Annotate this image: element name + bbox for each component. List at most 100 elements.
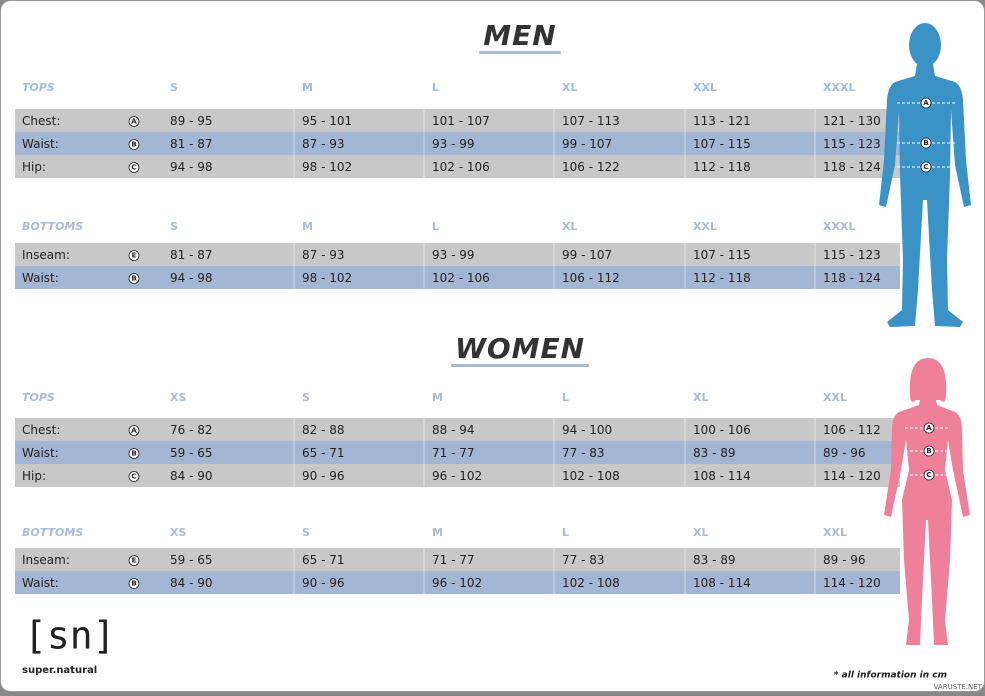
section-title: MEN xyxy=(483,19,556,52)
size-header: XS xyxy=(170,391,186,404)
figure-marker-circle xyxy=(920,161,932,173)
size-value: 115 - 123 xyxy=(823,137,881,151)
figure-marker-letter: C xyxy=(923,163,928,171)
size-value: 84 - 90 xyxy=(170,469,213,483)
size-value: 77 - 83 xyxy=(562,553,605,567)
row-name: Chest: xyxy=(22,423,60,437)
size-value: 106 - 122 xyxy=(562,160,620,174)
size-value: 102 - 106 xyxy=(432,271,490,285)
row-bg xyxy=(15,132,900,155)
figure-marker-letter: B xyxy=(923,139,928,147)
size-value: 89 - 96 xyxy=(823,553,866,567)
man-figure xyxy=(879,23,971,327)
table-label: TOPS xyxy=(22,81,55,94)
size-header: M xyxy=(432,391,443,404)
logo-name: super.natural xyxy=(22,665,97,676)
row-bg xyxy=(15,418,900,441)
size-header: M xyxy=(302,220,313,233)
size-header: XXXL xyxy=(823,220,855,233)
size-header: XXL xyxy=(693,220,717,233)
size-value: 94 - 100 xyxy=(562,423,612,437)
title-underline xyxy=(479,51,561,54)
marker-letter: A xyxy=(131,118,137,126)
size-value: 114 - 120 xyxy=(823,469,881,483)
size-value: 107 - 115 xyxy=(693,248,751,262)
footnote: * all information in cm xyxy=(834,671,947,681)
marker-letter: E xyxy=(132,252,137,260)
size-value: 65 - 71 xyxy=(302,446,345,460)
size-value: 106 - 112 xyxy=(562,271,620,285)
figure-marker-circle xyxy=(920,137,932,149)
woman-figure xyxy=(884,358,970,645)
marker-letter: B xyxy=(131,450,136,458)
size-value: 89 - 96 xyxy=(823,446,866,460)
size-value: 108 - 114 xyxy=(693,576,751,590)
size-header: XL xyxy=(693,391,709,404)
title-underline xyxy=(450,364,590,367)
marker-circle xyxy=(128,139,140,150)
marker-letter: A xyxy=(131,427,137,435)
marker-circle xyxy=(128,555,140,566)
marker-letter: C xyxy=(131,164,136,172)
row-bg xyxy=(15,571,900,594)
size-value: 87 - 93 xyxy=(302,137,345,151)
size-value: 96 - 102 xyxy=(432,469,482,483)
size-value: 81 - 87 xyxy=(170,137,213,151)
size-value: 71 - 77 xyxy=(432,446,475,460)
size-value: 112 - 118 xyxy=(693,271,751,285)
size-value: 101 - 107 xyxy=(432,114,490,128)
watermark: VARUSTE.NET xyxy=(934,683,983,691)
row-name: Waist: xyxy=(22,576,59,590)
tables: MEN TOPS S M L XL XXL XXXL Chest: A 89 - 95 95 - 10… xyxy=(15,19,900,594)
row-name: Waist: xyxy=(22,137,59,151)
row-bg xyxy=(15,548,900,571)
size-header: XXL xyxy=(823,526,847,539)
size-value: 115 - 123 xyxy=(823,248,881,262)
size-value: 89 - 95 xyxy=(170,114,213,128)
figure-marker-circle xyxy=(920,97,932,109)
marker-circle xyxy=(128,471,140,482)
row-name: Inseam: xyxy=(22,248,70,262)
size-value: 107 - 115 xyxy=(693,137,751,151)
table-label: TOPS xyxy=(22,391,55,404)
size-value: 112 - 118 xyxy=(693,160,751,174)
size-value: 87 - 93 xyxy=(302,248,345,262)
size-value: 81 - 87 xyxy=(170,248,213,262)
marker-letter: C xyxy=(131,473,136,481)
row-bg xyxy=(15,243,900,266)
logo-mark: [sn] xyxy=(24,614,116,658)
row-name: Inseam: xyxy=(22,553,70,567)
size-value: 59 - 65 xyxy=(170,553,213,567)
size-value: 83 - 89 xyxy=(693,446,736,460)
size-header: L xyxy=(562,391,569,404)
figure-marker-circle xyxy=(923,445,935,457)
size-value: 76 - 82 xyxy=(170,423,213,437)
figure-marker-letter: A xyxy=(926,424,932,432)
marker-letter: B xyxy=(131,141,136,149)
size-value: 102 - 106 xyxy=(432,160,490,174)
size-header: S xyxy=(170,81,178,94)
marker-circle xyxy=(128,448,140,459)
figure-markers: A B C A B C xyxy=(897,97,955,481)
figure-marker-letter: C xyxy=(926,471,931,479)
size-value: 98 - 102 xyxy=(302,160,352,174)
table-label: BOTTOMS xyxy=(22,220,83,233)
table-label: BOTTOMS xyxy=(22,526,83,539)
size-value: 59 - 65 xyxy=(170,446,213,460)
marker-circle xyxy=(128,273,140,284)
row-name: Hip: xyxy=(22,469,46,483)
size-value: 94 - 98 xyxy=(170,160,213,174)
marker-circle xyxy=(128,578,140,589)
row-bg xyxy=(15,464,900,487)
size-value: 77 - 83 xyxy=(562,446,605,460)
figure-marker-circle xyxy=(923,469,935,481)
size-value: 90 - 96 xyxy=(302,469,345,483)
size-value: 108 - 114 xyxy=(693,469,751,483)
size-value: 98 - 102 xyxy=(302,271,352,285)
marker-letter: B xyxy=(131,275,136,283)
row-name: Hip: xyxy=(22,160,46,174)
size-value: 102 - 108 xyxy=(562,469,620,483)
size-header: XXL xyxy=(693,81,717,94)
figure-marker-letter: A xyxy=(923,99,929,107)
